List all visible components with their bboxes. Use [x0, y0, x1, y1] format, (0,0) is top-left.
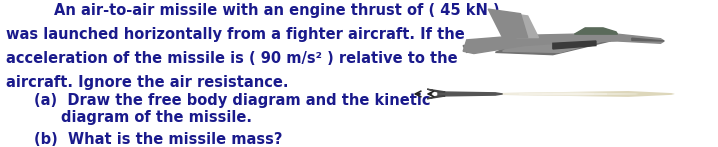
Polygon shape [488, 9, 528, 38]
Polygon shape [495, 38, 610, 55]
Ellipse shape [519, 93, 594, 95]
Text: (a)  Draw the free body diagram and the kinetic: (a) Draw the free body diagram and the k… [34, 93, 431, 108]
Polygon shape [463, 41, 531, 52]
Text: was launched horizontally from a fighter aircraft. If the: was launched horizontally from a fighter… [6, 27, 465, 42]
Polygon shape [503, 12, 538, 38]
Text: diagram of the missile.: diagram of the missile. [61, 111, 252, 126]
Text: (b)  What is the missile mass?: (b) What is the missile mass? [34, 132, 283, 147]
Polygon shape [463, 32, 664, 54]
Polygon shape [553, 41, 596, 49]
Polygon shape [438, 92, 503, 96]
Text: An air-to-air missile with an engine thrust of ( 45 kN ): An air-to-air missile with an engine thr… [54, 3, 500, 18]
Polygon shape [503, 36, 614, 52]
Polygon shape [499, 92, 639, 96]
Polygon shape [574, 28, 617, 34]
Ellipse shape [497, 93, 581, 95]
Ellipse shape [541, 93, 607, 95]
Text: acceleration of the missile is ( 90 m/s² ) relative to the: acceleration of the missile is ( 90 m/s²… [6, 51, 457, 66]
Polygon shape [427, 96, 445, 99]
Text: aircraft. Ignore the air resistance.: aircraft. Ignore the air resistance. [6, 75, 288, 90]
Polygon shape [499, 91, 675, 97]
Polygon shape [632, 38, 664, 41]
Polygon shape [427, 89, 445, 92]
